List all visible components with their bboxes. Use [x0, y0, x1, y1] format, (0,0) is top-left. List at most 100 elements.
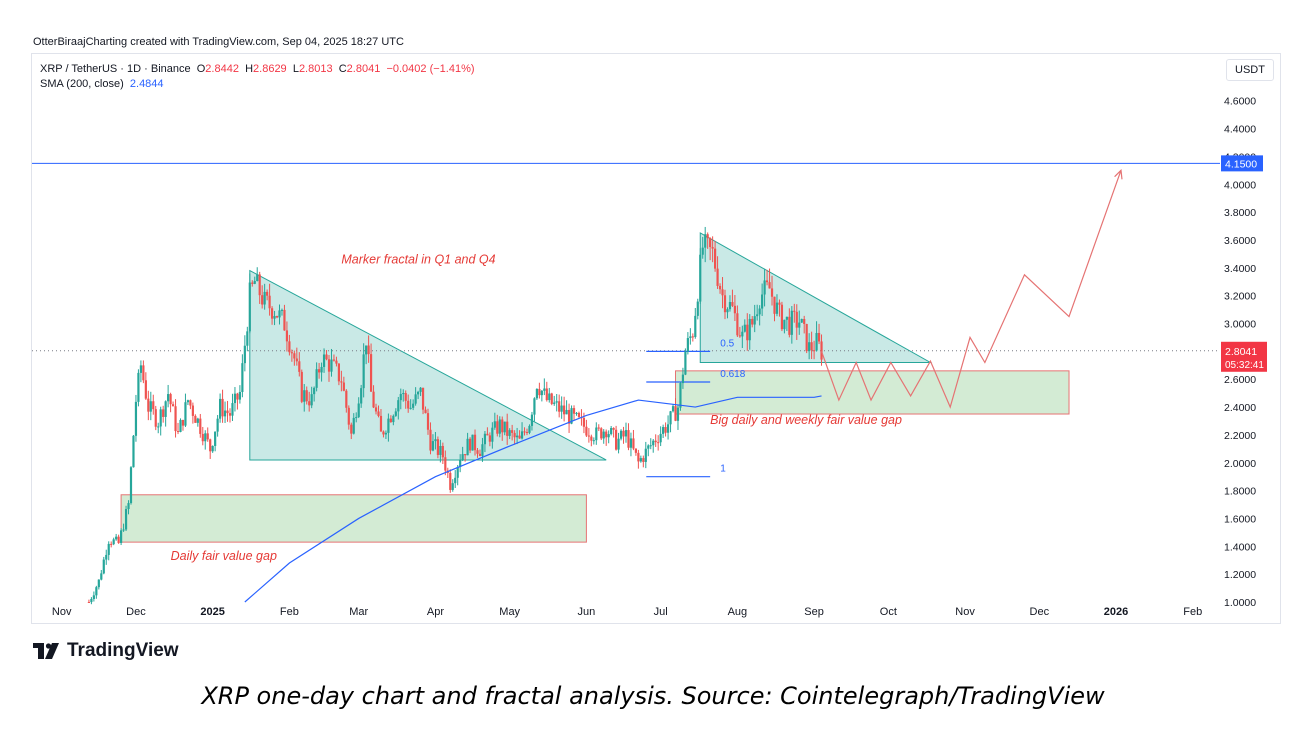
candle-body[interactable]: [634, 448, 637, 453]
candle-body[interactable]: [117, 536, 120, 543]
candle-body[interactable]: [362, 354, 365, 389]
candle-body[interactable]: [139, 365, 142, 373]
candle-body[interactable]: [122, 529, 125, 531]
candle-body[interactable]: [350, 424, 353, 434]
candle-body[interactable]: [436, 439, 439, 455]
candle-body[interactable]: [409, 407, 412, 409]
candle-body[interactable]: [775, 302, 779, 314]
candle-body[interactable]: [219, 398, 222, 419]
candle-body[interactable]: [741, 331, 744, 337]
candle-body[interactable]: [357, 403, 360, 418]
candle-body[interactable]: [261, 295, 264, 305]
candle-body[interactable]: [246, 331, 249, 346]
candle-body[interactable]: [800, 319, 803, 323]
candle-body[interactable]: [558, 401, 561, 412]
candle-body[interactable]: [798, 322, 801, 328]
candle-body[interactable]: [211, 445, 214, 452]
candle-body[interactable]: [496, 421, 499, 434]
candle-body[interactable]: [689, 336, 692, 339]
candle-body[interactable]: [691, 336, 694, 338]
candle-body[interactable]: [303, 390, 306, 402]
candle-body[interactable]: [699, 254, 702, 302]
candle-body[interactable]: [525, 431, 529, 433]
candle-body[interactable]: [429, 429, 432, 451]
candle-body[interactable]: [694, 315, 697, 338]
candle-body[interactable]: [756, 314, 759, 317]
candle-body[interactable]: [590, 436, 593, 441]
candle-body[interactable]: [263, 291, 266, 305]
candle-body[interactable]: [152, 401, 155, 410]
tradingview-brand[interactable]: TradingView: [33, 640, 179, 662]
candle-body[interactable]: [459, 460, 462, 467]
candle-body[interactable]: [426, 413, 430, 430]
candle-body[interactable]: [503, 421, 506, 433]
candle-body[interactable]: [449, 472, 452, 490]
candle-body[interactable]: [778, 302, 781, 305]
candle-body[interactable]: [434, 439, 437, 442]
candle-body[interactable]: [674, 406, 677, 421]
candle-body[interactable]: [723, 295, 727, 313]
candle-body[interactable]: [642, 458, 645, 462]
candle-body[interactable]: [142, 365, 145, 381]
candle-body[interactable]: [179, 419, 182, 432]
candle-body[interactable]: [419, 387, 422, 392]
candle-body[interactable]: [404, 393, 407, 401]
candle-body[interactable]: [768, 282, 771, 289]
candle-body[interactable]: [657, 442, 660, 444]
candle-body[interactable]: [718, 285, 722, 290]
candle-body[interactable]: [102, 559, 105, 574]
candle-body[interactable]: [392, 415, 395, 423]
candle-body[interactable]: [181, 419, 185, 426]
candle-body[interactable]: [476, 450, 479, 454]
candle-body[interactable]: [256, 274, 259, 281]
candle-body[interactable]: [637, 452, 640, 462]
candle-body[interactable]: [733, 305, 736, 314]
candle-body[interactable]: [283, 309, 286, 331]
candle-body[interactable]: [565, 409, 568, 415]
projection-path[interactable]: [820, 170, 1122, 409]
candle-body[interactable]: [820, 341, 823, 360]
candle-body[interactable]: [176, 431, 180, 433]
candle-body[interactable]: [238, 391, 241, 400]
candle-body[interactable]: [610, 428, 613, 435]
candle-body[interactable]: [313, 387, 316, 395]
candle-body[interactable]: [649, 445, 652, 447]
candle-body[interactable]: [322, 354, 326, 367]
candle-body[interactable]: [506, 421, 509, 436]
candle-body[interactable]: [535, 388, 538, 399]
candle-body[interactable]: [226, 410, 229, 414]
candle-body[interactable]: [597, 427, 600, 429]
candle-body[interactable]: [654, 440, 657, 443]
candle-body[interactable]: [676, 407, 680, 421]
candle-body[interactable]: [253, 280, 256, 284]
triangle-pattern[interactable]: [249, 269, 607, 461]
candle-body[interactable]: [110, 543, 113, 545]
candle-body[interactable]: [367, 345, 370, 355]
candle-body[interactable]: [162, 409, 165, 417]
candle-body[interactable]: [548, 393, 551, 401]
sma-label[interactable]: SMA (200, close): [40, 78, 124, 90]
candle-body[interactable]: [394, 411, 397, 416]
candle-body[interactable]: [280, 309, 284, 311]
candle-body[interactable]: [652, 440, 655, 446]
candle-body[interactable]: [285, 330, 289, 342]
sma-line[interactable]: [244, 395, 822, 603]
candle-body[interactable]: [248, 282, 251, 332]
candle-body[interactable]: [216, 418, 219, 432]
candle-body[interactable]: [402, 393, 405, 395]
candle-body[interactable]: [174, 406, 177, 432]
candle-body[interactable]: [407, 400, 410, 409]
candle-body[interactable]: [340, 381, 343, 383]
candle-body[interactable]: [451, 483, 454, 490]
candle-body[interactable]: [298, 361, 301, 372]
candle-body[interactable]: [572, 408, 576, 414]
candle-body[interactable]: [709, 238, 712, 248]
candle-body[interactable]: [293, 353, 296, 359]
candle-body[interactable]: [493, 421, 496, 428]
candle-body[interactable]: [716, 268, 719, 286]
candle-body[interactable]: [199, 418, 202, 434]
candle-body[interactable]: [731, 302, 734, 306]
candle-body[interactable]: [751, 318, 754, 325]
candle-body[interactable]: [431, 441, 435, 451]
candle-body[interactable]: [439, 445, 442, 455]
